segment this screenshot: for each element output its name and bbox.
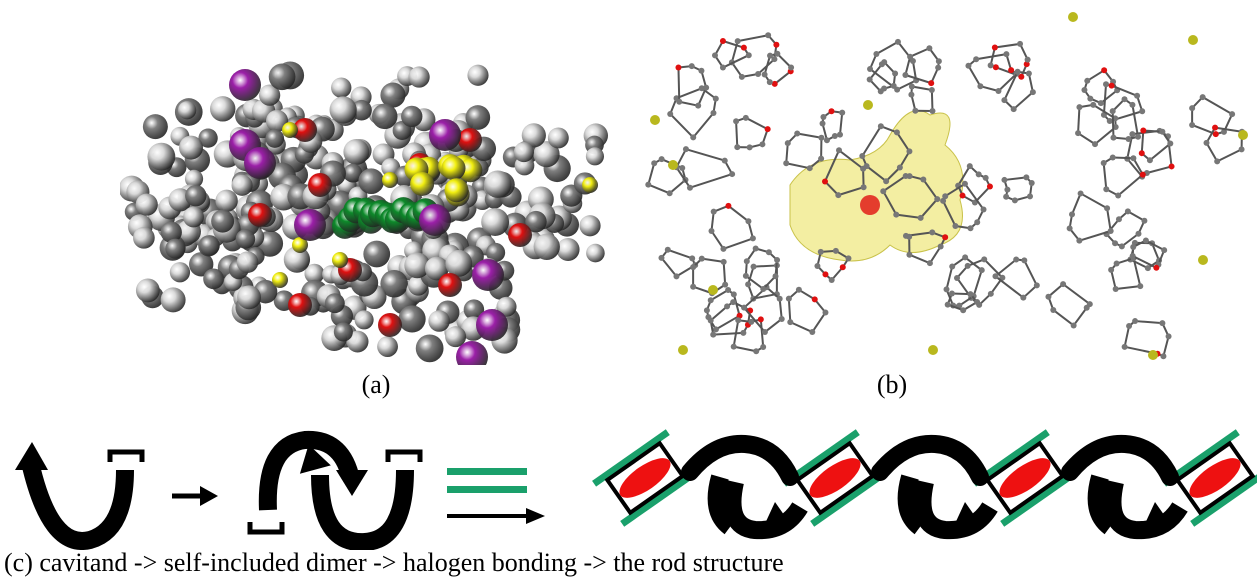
arrow-icon-2: [447, 508, 545, 524]
figure-caption: (c) cavitand -> self-included dimer -> h…: [4, 548, 784, 577]
panel-c-schematic: [0, 400, 1257, 550]
panel-a-label: (a): [361, 370, 391, 399]
cavitand-symbol: [15, 442, 145, 550]
arrow-icon-1: [172, 486, 218, 506]
ball-and-stick-image: [645, 12, 1248, 360]
panel-b-label: (b): [876, 370, 908, 399]
panel-b-ball-stick-model: [640, 5, 1250, 365]
schematic-diagram: [15, 429, 1257, 550]
dimer-symbol: [247, 430, 423, 550]
equals-symbol: [447, 468, 527, 493]
panel-a-spacefill-model: [120, 55, 620, 365]
rod-chain-symbol: [592, 429, 1257, 540]
spacefill-model-image: [120, 61, 608, 365]
